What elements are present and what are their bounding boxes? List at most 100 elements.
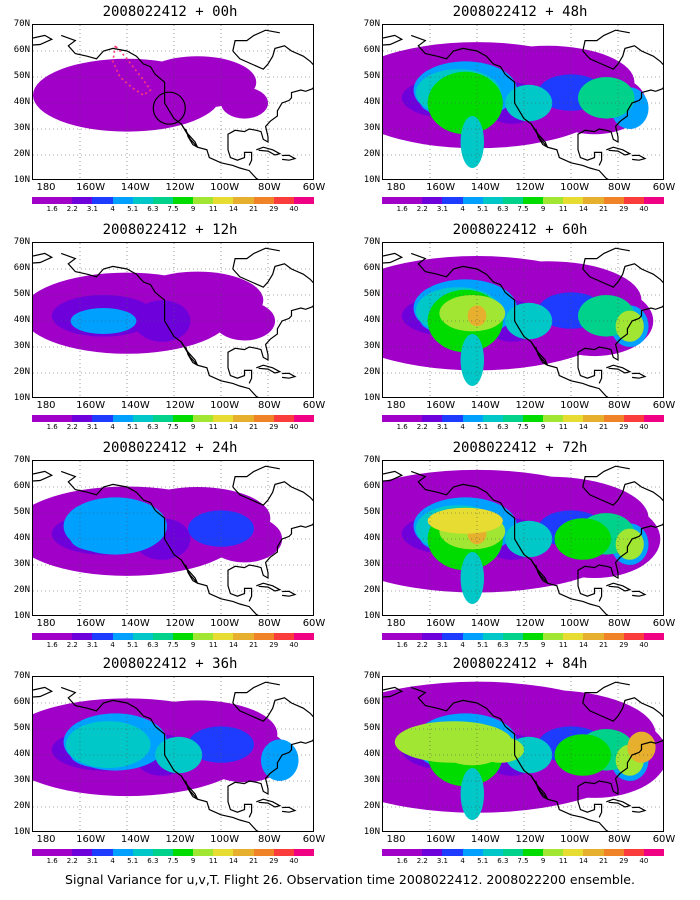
map-svg [383,243,663,397]
coastline [632,806,647,813]
colorbar-label: 40 [289,205,299,213]
variance-contour [188,510,254,547]
longitude-label: 160W [426,618,456,629]
latitude-label: 30N [13,341,30,351]
colorbar-swatch [273,849,294,856]
colorbar-label: 11 [558,205,568,213]
colorbar-swatch [152,849,173,856]
colorbar-swatch [583,415,604,422]
colorbar-label: 7.5 [517,423,529,431]
colorbar-swatch [112,849,133,856]
variance-map [32,242,314,398]
panel-title: 2008022412 + 24h [102,440,238,456]
coastline [282,806,297,813]
colorbar-label: 4 [110,423,115,431]
colorbar-swatch [213,415,234,422]
map-panel: 2008022412 + 12h 70N 60N 50N 40N 30N 20N 10N 180… [0,222,340,440]
colorbar-label: 9 [540,857,546,865]
colorbar-swatch [52,415,73,422]
colorbar-swatch [32,633,53,640]
longitude-label: 60W [652,834,676,845]
longitude-label: 180 [36,618,56,629]
colorbar-label: 5.1 [477,641,489,649]
coastline [232,247,280,270]
colorbar-swatch [213,633,234,640]
coastline [383,686,404,698]
colorbar-label: 9 [540,641,546,649]
colorbar-label: 6.3 [497,205,509,213]
variance-contour [63,497,167,555]
latitude-label: 30N [363,775,380,785]
colorbar-swatch [273,197,294,204]
colorbar-label: 3.1 [86,641,98,649]
variance-contour [134,300,191,342]
latitude-label: 30N [13,123,30,133]
map-svg [33,243,313,397]
variance-contour [578,77,635,119]
longitude-label: 120W [515,834,545,845]
colorbar-label: 5.1 [477,857,489,865]
variance-map [382,24,664,180]
colorbar-label: 9 [190,423,196,431]
colorbar-swatch [52,849,73,856]
colorbar-label: 11 [558,423,568,431]
colorbar-label: 3.1 [436,857,448,865]
colorbar-label: 4 [110,205,115,213]
colorbar-label: 4 [460,857,465,865]
colorbar-label: 21 [249,423,259,431]
colorbar-swatch [462,415,483,422]
colorbar-swatch [502,849,523,856]
latitude-label: 60N [13,263,30,273]
longitude-label: 60W [652,400,676,411]
colorbar-swatch [172,197,194,204]
latitude-label: 20N [13,585,30,595]
map-svg [33,25,313,179]
variance-contour [505,520,553,558]
colorbar-swatch [112,415,133,422]
variance-contour [65,721,151,768]
colorbar-swatch [233,415,254,422]
colorbar-swatch [92,633,113,640]
colorbar-label: 7.5 [517,641,529,649]
colorbar-swatch [72,633,93,640]
longitude-label: 100W [210,400,240,411]
panel-title: 2008022412 + 48h [452,4,588,20]
colorbar-swatch [402,849,423,856]
coastline [410,470,609,615]
colorbar-label: 14 [228,857,238,865]
colorbar-label: 21 [249,205,259,213]
colorbar-label: 2.2 [66,423,78,431]
colorbar-label: 9 [190,857,196,865]
colorbar-swatch [213,197,234,204]
coastline [227,575,253,602]
longitude-label: 180 [386,618,406,629]
latitude-label: 60N [363,481,380,491]
colorbar-swatch [293,197,314,204]
coastline [582,29,630,52]
colorbar-label: 2.2 [416,205,428,213]
colorbar-swatch [92,849,113,856]
coastline [606,146,632,156]
latitude-label: 10N [13,175,30,185]
colorbar-swatch [502,197,523,204]
variance-map [382,460,664,616]
colorbar [32,633,314,640]
latitude-label: 10N [13,393,30,403]
latitude-label: 10N [363,393,380,403]
colorbar-swatch [502,415,523,422]
latitude-label: 10N [363,175,380,185]
latitude-label: 60N [363,45,380,55]
colorbar-label: 2.2 [416,423,428,431]
longitude-label: 140W [120,400,150,411]
longitude-label: 140W [120,834,150,845]
colorbar-swatch [32,415,53,422]
coastline [227,523,313,580]
colorbar-label: 29 [269,205,279,213]
colorbar-label: 2.2 [416,857,428,865]
coastline [33,686,54,698]
colorbar-swatch [623,633,644,640]
colorbar-swatch [462,849,483,856]
coastline [232,681,280,704]
longitude-label: 120W [515,400,545,411]
latitude-label: 60N [13,45,30,55]
